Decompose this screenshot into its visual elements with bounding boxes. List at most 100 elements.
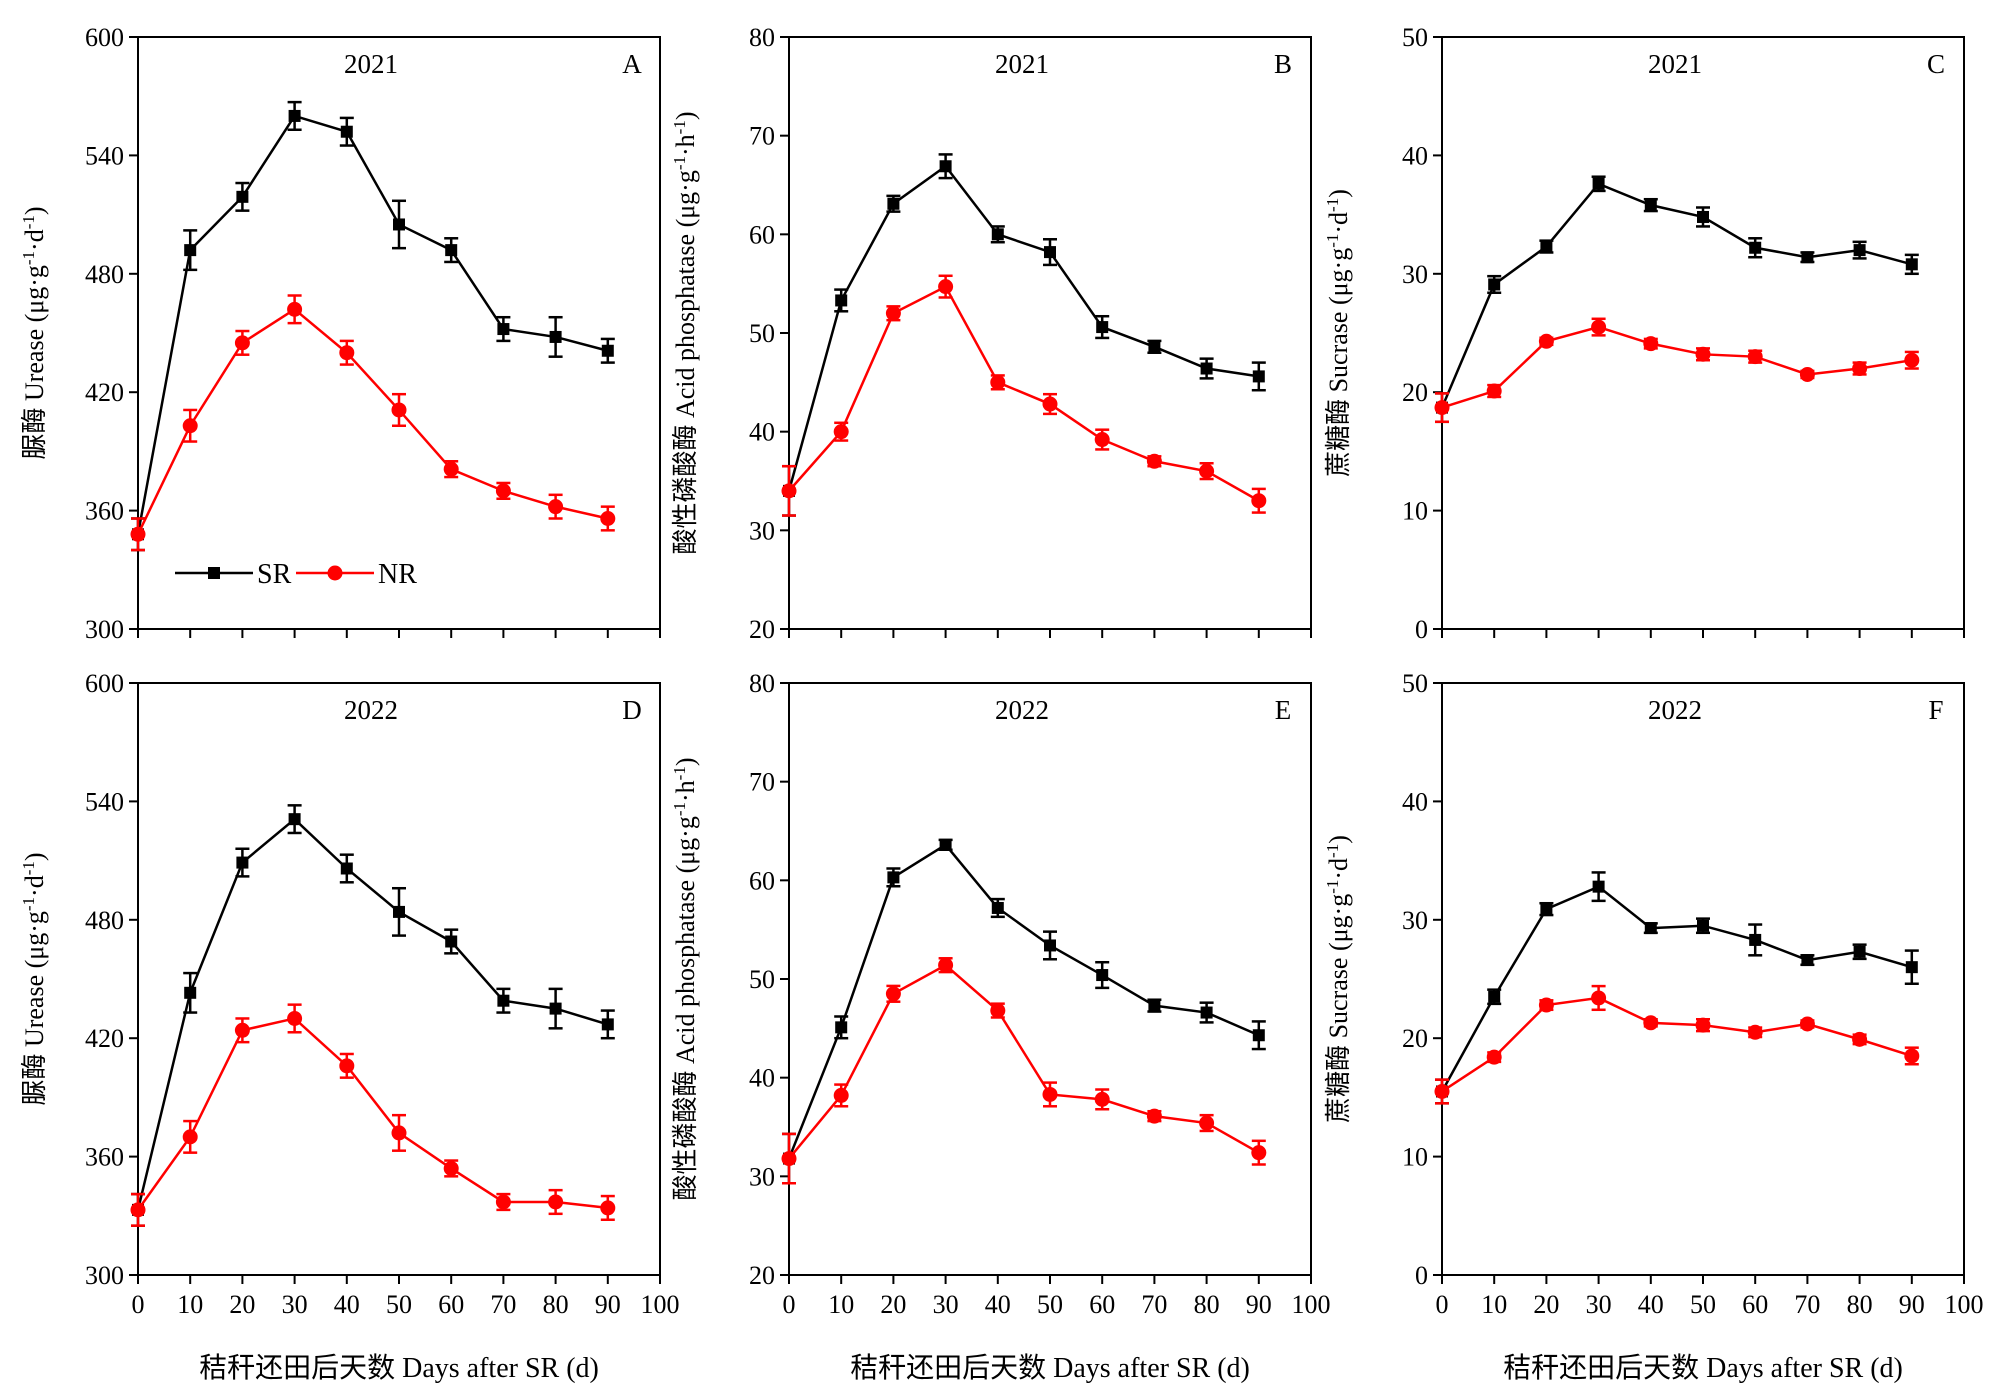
ylabel-part: -1 bbox=[1323, 844, 1342, 858]
data-point-NR bbox=[339, 345, 355, 361]
y-tick-label: 60 bbox=[749, 220, 775, 249]
data-point-NR bbox=[1434, 1083, 1450, 1099]
data-point-NR bbox=[1251, 1145, 1267, 1161]
y-tick-label: 50 bbox=[749, 319, 775, 348]
data-point-NR bbox=[1486, 383, 1502, 399]
legend-label-NR: NR bbox=[378, 559, 417, 590]
x-axis-label: 秸秆还田后天数 Days after SR (d) bbox=[850, 1352, 1250, 1384]
series-SR bbox=[1435, 175, 1919, 424]
data-point-NR bbox=[1146, 1108, 1162, 1124]
plot-frame bbox=[137, 36, 661, 630]
y-tick-label: 480 bbox=[85, 906, 124, 935]
data-point-SR bbox=[1044, 246, 1056, 259]
panel-year: 2021 bbox=[344, 49, 398, 79]
data-point-SR bbox=[1592, 880, 1605, 893]
data-point-NR bbox=[1799, 366, 1815, 382]
data-point-SR bbox=[1905, 258, 1918, 271]
ylabel-part: ·h bbox=[671, 780, 700, 802]
ylabel-part: -1 bbox=[670, 802, 689, 816]
x-tick-label: 30 bbox=[1586, 1290, 1612, 1319]
data-point-NR bbox=[600, 1200, 616, 1216]
y-tick-label: 50 bbox=[749, 965, 775, 994]
series-line-SR bbox=[136, 114, 609, 535]
data-point-NR bbox=[1695, 1017, 1711, 1033]
series-line-SR bbox=[1440, 885, 1913, 1093]
data-point-SR bbox=[236, 856, 249, 869]
x-tick-label: 50 bbox=[386, 1290, 412, 1319]
data-point-NR bbox=[1799, 1016, 1815, 1032]
data-point-NR bbox=[781, 483, 797, 499]
data-point-SR bbox=[939, 160, 952, 173]
data-point-NR bbox=[391, 402, 407, 418]
plot-frame bbox=[788, 36, 1312, 630]
data-point-SR bbox=[445, 244, 458, 257]
x-tick-label: 70 bbox=[1794, 1290, 1820, 1319]
y-tick-label: 420 bbox=[85, 378, 124, 407]
x-tick-label: 50 bbox=[1690, 1290, 1716, 1319]
ylabel-part: -1 bbox=[670, 766, 689, 780]
y-tick-label: 360 bbox=[85, 1143, 124, 1172]
x-tick-label: 80 bbox=[1847, 1290, 1873, 1319]
data-point-NR bbox=[990, 374, 1006, 390]
x-tick-label: 100 bbox=[1292, 1290, 1331, 1319]
data-point-NR bbox=[885, 986, 901, 1002]
data-point-NR bbox=[1251, 493, 1267, 509]
y-tick-label: 70 bbox=[749, 122, 775, 151]
data-point-NR bbox=[391, 1125, 407, 1141]
y-tick-label: 40 bbox=[749, 1064, 775, 1093]
data-point-NR bbox=[130, 1202, 146, 1218]
y-tick-label: 20 bbox=[749, 615, 775, 644]
data-point-NR bbox=[548, 1194, 564, 1210]
data-point-SR bbox=[887, 871, 900, 884]
series-NR bbox=[1434, 317, 1920, 424]
plot-frame bbox=[788, 682, 1312, 1276]
series-SR bbox=[782, 838, 1266, 1185]
data-point-SR bbox=[991, 228, 1004, 241]
data-point-NR bbox=[1199, 1115, 1215, 1131]
y-tick-label: 420 bbox=[85, 1024, 124, 1053]
y-tick-label: 10 bbox=[1402, 1143, 1428, 1172]
x-tick-label: 70 bbox=[490, 1290, 516, 1319]
data-point-NR bbox=[339, 1058, 355, 1074]
x-tick-label: 0 bbox=[1436, 1290, 1449, 1319]
ylabel-part: ) bbox=[671, 757, 700, 766]
data-point-SR bbox=[497, 994, 510, 1007]
panel-letter: E bbox=[1275, 695, 1292, 725]
data-point-NR bbox=[548, 499, 564, 515]
ylabel-part: 蔗糖酶 Sucrase (μg·g bbox=[1324, 248, 1353, 477]
ylabel-part: ·d bbox=[1324, 212, 1353, 234]
x-tick-label: 60 bbox=[438, 1290, 464, 1319]
ylabel-part: 蔗糖酶 Sucrase (μg·g bbox=[1324, 894, 1353, 1123]
ylabel-part: 酸性磷酸酶 Acid phosphatase (μg·g bbox=[671, 170, 700, 554]
data-point-SR bbox=[1697, 919, 1709, 932]
series-line-NR bbox=[1441, 996, 1913, 1093]
y-tick-label: 600 bbox=[85, 23, 124, 52]
y-tick-label: 80 bbox=[749, 669, 775, 698]
panel-year: 2021 bbox=[995, 49, 1049, 79]
y-tick-label: 50 bbox=[1402, 23, 1428, 52]
x-tick-label: 0 bbox=[783, 1290, 796, 1319]
x-tick-label: 50 bbox=[1037, 1290, 1063, 1319]
data-point-SR bbox=[184, 244, 197, 257]
legend: SR NR bbox=[175, 559, 417, 590]
ylabel-part: ·h bbox=[671, 134, 700, 156]
ylabel-part: -1 bbox=[1323, 234, 1342, 248]
data-point-SR bbox=[184, 986, 197, 999]
data-point-SR bbox=[1540, 903, 1553, 916]
ylabel-part: ) bbox=[20, 852, 49, 861]
x-tick-label: 10 bbox=[1481, 1290, 1507, 1319]
y-tick-label: 70 bbox=[749, 768, 775, 797]
data-point-NR bbox=[182, 1129, 198, 1145]
data-point-NR bbox=[234, 335, 250, 351]
x-tick-label: 60 bbox=[1742, 1290, 1768, 1319]
data-point-SR bbox=[236, 190, 249, 203]
x-tick-label: 20 bbox=[229, 1290, 255, 1319]
x-tick-label: 90 bbox=[1899, 1290, 1925, 1319]
y-axis-label: 脲酶 Urease (μg·g-1·d-1) bbox=[19, 852, 50, 1105]
series-SR bbox=[131, 100, 615, 552]
ylabel-part: ) bbox=[671, 111, 700, 120]
data-point-NR bbox=[1538, 333, 1554, 349]
data-point-SR bbox=[340, 862, 353, 875]
ylabel-part: -1 bbox=[19, 897, 38, 911]
